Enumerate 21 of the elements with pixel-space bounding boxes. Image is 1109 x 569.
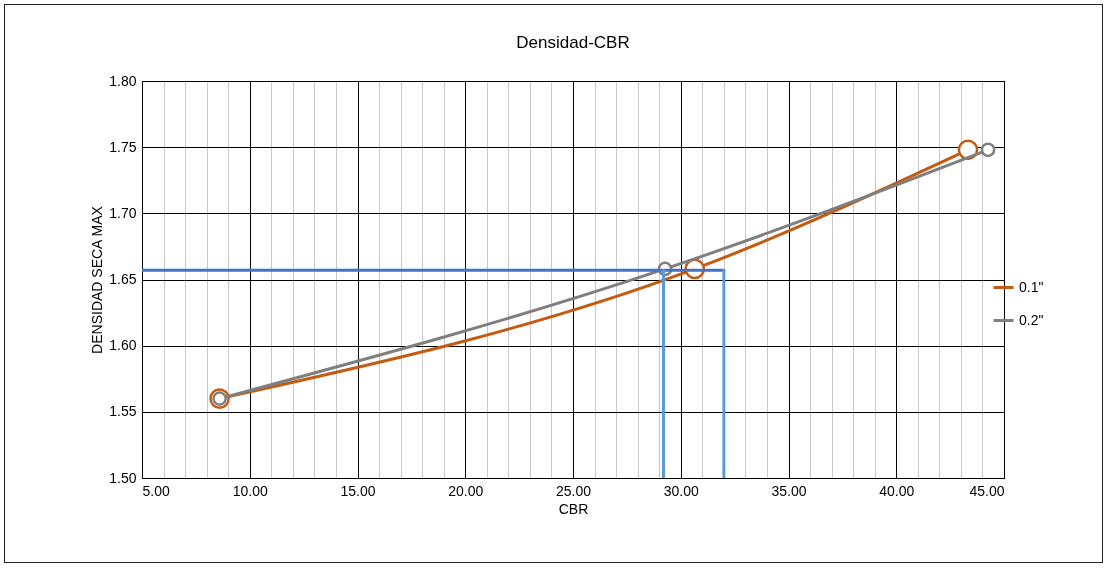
y-tick-label: 1.60 — [109, 337, 137, 354]
x-tick-label: 25.00 — [555, 482, 592, 499]
legend-label: 0.1" — [1019, 278, 1044, 295]
x-tick-label: 20.00 — [448, 482, 484, 499]
y-tick-label: 1.65 — [109, 271, 137, 287]
y-tick-label: 1.70 — [109, 204, 137, 221]
y-tick-label: 1.50 — [109, 469, 137, 486]
x-tick-label: 5.00 — [142, 482, 170, 499]
x-tick-label: 40.00 — [879, 482, 915, 499]
y-tick-label: 1.75 — [109, 138, 137, 155]
y-axis-title: DENSIDAD SECA MAX — [89, 205, 106, 354]
x-tick-label: 35.00 — [771, 482, 807, 499]
x-tick-label: 15.00 — [340, 482, 376, 499]
x-tick-label: 30.00 — [663, 482, 699, 499]
legend-label: 0.2" — [1019, 311, 1044, 328]
x-tick-label: 45.00 — [969, 482, 1005, 499]
y-tick-label: 1.55 — [109, 403, 137, 420]
y-tick-label: 1.80 — [109, 72, 137, 89]
x-tick-label: 10.00 — [232, 482, 268, 499]
chart-title: Densidad-CBR — [516, 33, 630, 52]
x-axis-title: CBR — [558, 500, 589, 517]
